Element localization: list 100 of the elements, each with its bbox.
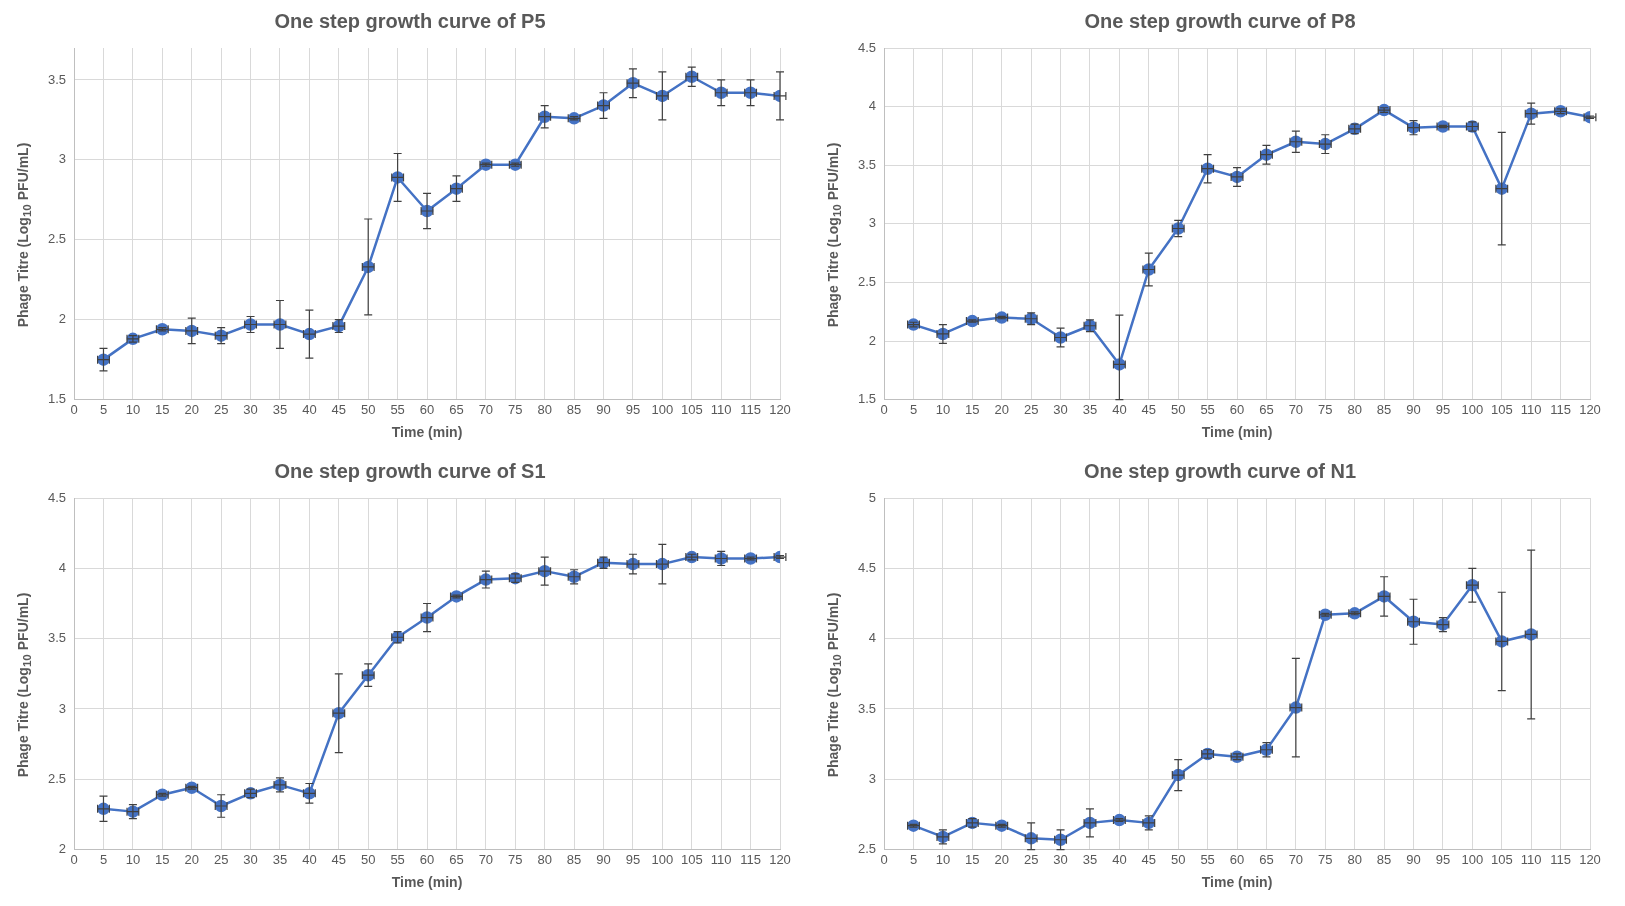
y-tick-label: 3 [868, 770, 877, 786]
x-tick-label: 45 [331, 401, 347, 417]
x-tick-label: 80 [1347, 851, 1362, 867]
x-tick-label: 115 [1550, 851, 1571, 867]
y-tick-label: 4.5 [857, 39, 877, 55]
x-tick-label: 60 [1229, 401, 1245, 417]
x-tick-label: 0 [70, 401, 78, 417]
x-tick-label: 60 [419, 851, 435, 867]
x-tick-label: 90 [596, 851, 611, 867]
x-tick-label: 120 [1579, 851, 1601, 867]
y-tick-label: 3.5 [47, 630, 67, 646]
x-axis-title: Time (min) [1201, 424, 1273, 441]
x-tick-label: 0 [880, 401, 888, 417]
x-tick-label: 80 [1347, 401, 1362, 417]
x-tick-label: 80 [537, 851, 552, 867]
y-tick-label: 2.5 [47, 231, 67, 247]
x-tick-label: 105 [680, 401, 703, 417]
y-tick-label: 4 [868, 98, 877, 114]
x-tick-label: 5 [909, 401, 918, 417]
x-tick-label: 35 [272, 401, 288, 417]
x-tick-label: 120 [769, 851, 791, 867]
x-tick-label: 20 [994, 851, 1009, 867]
x-tick-label: 30 [243, 401, 258, 417]
x-tick-label: 25 [213, 401, 229, 417]
x-tick-label: 115 [1550, 401, 1571, 417]
y-tick-label: 1.5 [47, 391, 67, 407]
x-tick-label: 60 [419, 401, 435, 417]
x-tick-label: 20 [994, 401, 1009, 417]
x-tick-label: 5 [909, 851, 918, 867]
x-tick-label: 50 [1170, 401, 1186, 417]
y-tick-label: 5 [868, 489, 877, 505]
x-tick-label: 70 [1288, 851, 1304, 867]
x-axis-title: Time (min) [1201, 874, 1273, 891]
y-tick-label: 2 [868, 332, 877, 348]
chart-title: One step growth curve of P5 [274, 9, 546, 32]
x-tick-label: 45 [1141, 851, 1157, 867]
x-tick-label: 0 [880, 851, 888, 867]
x-tick-label: 120 [1579, 401, 1601, 417]
x-tick-label: 10 [935, 401, 951, 417]
x-tick-label: 15 [155, 851, 170, 867]
x-tick-label: 35 [1082, 401, 1098, 417]
chart-title: One step growth curve of S1 [274, 459, 546, 482]
y-tick-label: 4.5 [47, 489, 67, 505]
y-tick-label: 3.5 [857, 156, 877, 172]
x-tick-label: 25 [1023, 851, 1039, 867]
x-tick-label: 30 [243, 851, 258, 867]
y-tick-label: 2.5 [857, 841, 877, 857]
x-tick-label: 65 [1259, 401, 1274, 417]
chart-title: One step growth curve of P8 [1084, 9, 1356, 32]
x-tick-label: 20 [184, 851, 199, 867]
x-tick-label: 55 [1200, 851, 1215, 867]
x-tick-label: 110 [710, 401, 732, 417]
x-tick-label: 75 [508, 851, 523, 867]
x-tick-label: 85 [566, 851, 582, 867]
x-tick-label: 20 [184, 401, 199, 417]
y-tick-label: 4.5 [857, 559, 877, 575]
x-tick-label: 85 [566, 401, 582, 417]
y-tick-label: 2.5 [857, 273, 877, 289]
y-tick-label: 3 [58, 151, 67, 167]
x-tick-label: 25 [1023, 401, 1039, 417]
x-tick-label: 60 [1229, 851, 1245, 867]
y-tick-label: 3 [868, 215, 877, 231]
x-tick-label: 115 [740, 851, 761, 867]
x-tick-label: 40 [302, 851, 317, 867]
x-tick-label: 45 [1141, 401, 1157, 417]
y-tick-label: 4 [868, 630, 877, 646]
x-tick-label: 55 [390, 401, 405, 417]
x-tick-label: 35 [272, 851, 288, 867]
x-tick-label: 40 [1112, 851, 1127, 867]
x-tick-label: 70 [478, 401, 494, 417]
x-tick-label: 30 [1053, 851, 1068, 867]
x-tick-label: 50 [360, 851, 376, 867]
x-tick-label: 70 [1288, 401, 1304, 417]
x-tick-label: 5 [99, 401, 108, 417]
x-axis-title: Time (min) [391, 424, 463, 441]
y-tick-label: 4 [58, 559, 67, 575]
x-tick-label: 65 [449, 851, 464, 867]
x-tick-label: 40 [302, 401, 317, 417]
x-tick-label: 75 [1318, 851, 1333, 867]
x-tick-label: 5 [99, 851, 108, 867]
x-tick-label: 95 [1435, 851, 1451, 867]
x-tick-label: 80 [537, 401, 552, 417]
x-tick-label: 110 [1520, 851, 1542, 867]
x-tick-label: 90 [1406, 851, 1421, 867]
x-tick-label: 40 [1112, 401, 1127, 417]
x-tick-label: 10 [935, 851, 951, 867]
chart-title: One step growth curve of N1 [1083, 459, 1357, 482]
x-tick-label: 90 [1406, 401, 1421, 417]
y-tick-label: 3.5 [857, 700, 877, 716]
y-tick-label: 3 [58, 700, 67, 716]
x-tick-label: 115 [740, 401, 761, 417]
x-tick-label: 55 [390, 851, 405, 867]
x-tick-label: 110 [1520, 401, 1542, 417]
x-tick-label: 15 [155, 401, 170, 417]
x-tick-label: 100 [1461, 401, 1484, 417]
y-tick-label: 2 [58, 841, 67, 857]
x-tick-label: 105 [680, 851, 703, 867]
x-tick-label: 100 [651, 851, 674, 867]
x-tick-label: 85 [1376, 401, 1392, 417]
x-tick-label: 15 [965, 401, 980, 417]
